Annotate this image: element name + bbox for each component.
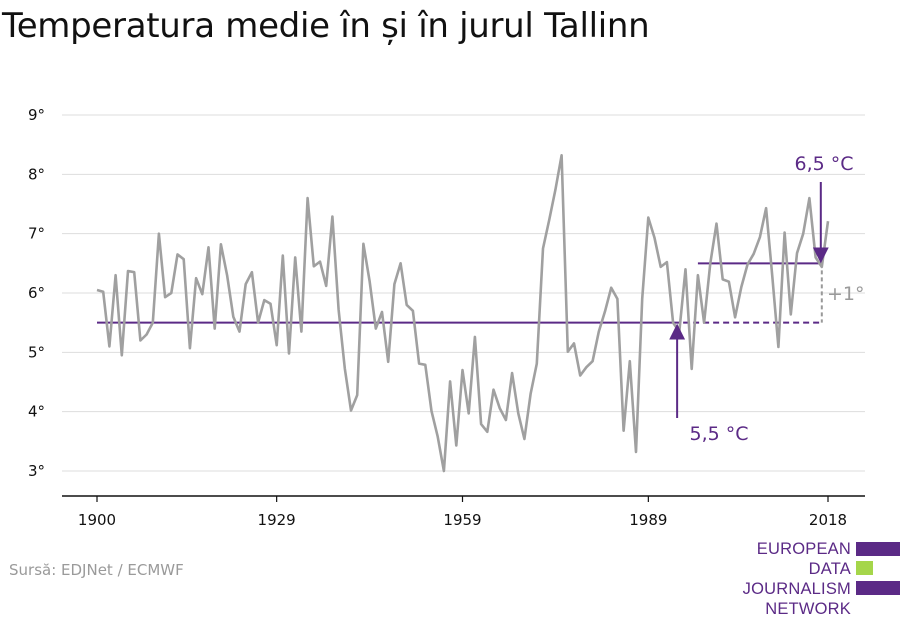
baseline-average-label: 5,5 °C bbox=[689, 423, 748, 445]
logo-bar-purple-bottom bbox=[856, 581, 900, 595]
source-note: Sursă: EDJNet / ECMWF bbox=[9, 561, 184, 579]
logo-bar-green bbox=[856, 561, 900, 575]
x-tick-label-2018: 2018 bbox=[809, 511, 847, 529]
y-tick-label-7: 7° bbox=[28, 225, 45, 243]
temperature-line bbox=[96, 154, 830, 473]
y-tick-label-8: 8° bbox=[28, 165, 45, 183]
temperature-series bbox=[96, 154, 830, 473]
logo-line-2: DATA JOURNALISM bbox=[742, 560, 851, 598]
y-tick-label-5: 5° bbox=[28, 343, 45, 361]
y-tick-label-4: 4° bbox=[28, 403, 45, 421]
x-axis: 1900 1929 1959 1989 2018 bbox=[62, 495, 865, 529]
x-tick-label-1929: 1929 bbox=[258, 511, 296, 529]
chart-title: Temperatura medie în și în jurul Tallinn bbox=[2, 6, 650, 46]
logo-line-1: EUROPEAN bbox=[756, 540, 851, 558]
x-tick-label-1989: 1989 bbox=[629, 511, 667, 529]
logo-text: EUROPEAN DATA JOURNALISM NETWORK bbox=[700, 539, 851, 619]
difference-label: +1° bbox=[827, 283, 865, 305]
line-chart: 3° 4° 5° 6° 7° 8° 9° 1900 1929 1959 1989 2018 6,5 … bbox=[28, 106, 865, 529]
x-tick-label-1959: 1959 bbox=[443, 511, 481, 529]
annotations: 6,5 °C 5,5 °C +1° bbox=[669, 153, 865, 445]
x-tick-label-1900: 1900 bbox=[78, 511, 116, 529]
gridlines bbox=[62, 114, 865, 472]
y-tick-label-6: 6° bbox=[28, 284, 45, 302]
y-tick-label-3: 3° bbox=[28, 462, 45, 480]
logo-bar-purple-top bbox=[856, 542, 900, 556]
logo-line-3: NETWORK bbox=[765, 600, 851, 618]
y-tick-label-9: 9° bbox=[28, 106, 45, 124]
y-axis-ticks: 3° 4° 5° 6° 7° 8° 9° bbox=[28, 106, 45, 480]
recent-average-label: 6,5 °C bbox=[794, 153, 853, 175]
edjnet-logo: EUROPEAN DATA JOURNALISM NETWORK bbox=[700, 539, 900, 618]
